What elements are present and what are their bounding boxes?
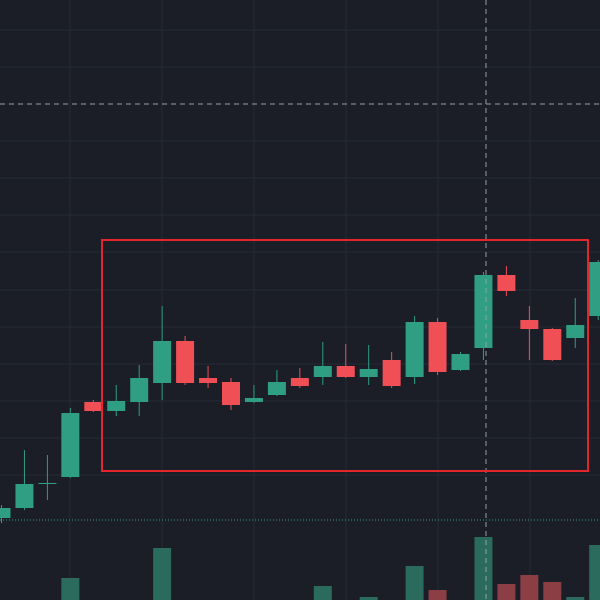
candle-body <box>589 262 600 316</box>
volume-bar <box>497 584 516 600</box>
volume-bar <box>543 582 562 600</box>
volume-bar <box>474 537 493 600</box>
volume-bar <box>313 586 332 600</box>
candle-body <box>382 360 401 386</box>
candle-body <box>176 341 195 383</box>
candle-body <box>107 401 126 411</box>
candle-body <box>38 483 57 484</box>
candle-body <box>428 322 447 372</box>
volume-bar <box>566 597 585 600</box>
candle-body <box>244 398 263 402</box>
candle-body <box>566 325 585 338</box>
marks <box>0 260 600 600</box>
candle-body <box>267 382 286 395</box>
candle-body <box>222 382 240 405</box>
candle-body <box>336 366 355 377</box>
candle-body <box>405 322 424 377</box>
highlight-box <box>101 239 589 472</box>
candle-body <box>153 341 172 383</box>
candle-body <box>15 484 34 508</box>
volume-bar <box>153 548 172 600</box>
volume-bar <box>405 566 424 600</box>
candle-body <box>497 275 516 291</box>
candle-body <box>199 378 218 383</box>
volume-bar <box>359 597 378 600</box>
candle-body <box>130 378 149 402</box>
candle-body <box>61 413 80 477</box>
candle-body <box>359 369 378 377</box>
candle-body <box>520 320 539 329</box>
candle-body <box>474 275 493 348</box>
candle-body <box>313 366 332 377</box>
volume-bar <box>589 545 600 600</box>
candle-body <box>84 402 103 411</box>
volume-bar <box>428 590 447 600</box>
candle-body <box>290 378 309 386</box>
candle-body <box>451 354 470 370</box>
volume-bar <box>61 578 80 600</box>
candle-body <box>543 329 562 360</box>
volume-bar <box>520 575 539 600</box>
candle-body <box>0 508 11 518</box>
